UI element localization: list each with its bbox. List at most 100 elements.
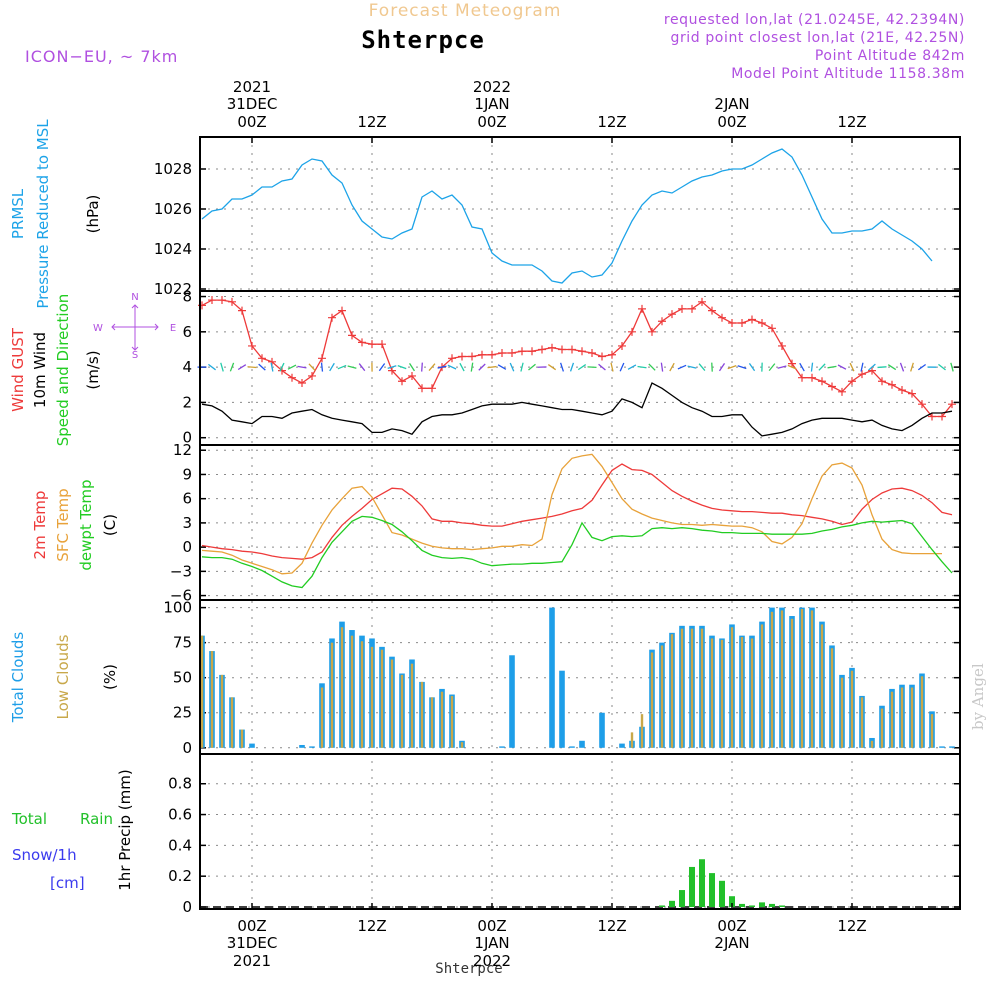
gust-marker — [548, 343, 556, 352]
wind-direction-arrow — [637, 365, 647, 369]
gust-marker — [508, 349, 516, 357]
low-cloud-bar — [400, 674, 404, 748]
total-cloud-bar — [569, 746, 575, 748]
wind-direction-arrow — [279, 362, 285, 372]
wind-direction-arrow — [208, 363, 216, 371]
top-hour-label: 00Z — [717, 113, 746, 131]
low-cloud-bar — [350, 635, 354, 748]
temp-unit-label: (C) — [101, 514, 119, 536]
low-cloud-bar — [380, 649, 384, 748]
wind-direction-arrow — [247, 366, 257, 369]
low-cloud-bar — [210, 651, 214, 748]
gust-marker — [228, 297, 236, 306]
total-cloud-bar — [579, 740, 585, 748]
low-cloud-bar — [780, 610, 784, 748]
gust-marker — [668, 310, 676, 319]
gust-marker — [588, 349, 596, 357]
panel-frame-clouds — [199, 599, 961, 755]
low-cloud-bar — [710, 638, 714, 748]
top-date-label: 31DEC — [227, 95, 278, 113]
rain-bar — [669, 900, 675, 907]
gust-marker — [768, 324, 776, 333]
total-cloud-bar — [549, 607, 555, 748]
gust-marker — [368, 340, 376, 349]
ytick-label: 12 — [173, 441, 192, 459]
rain-bar — [769, 903, 775, 907]
rain-bar — [739, 903, 745, 907]
wind-direction-arrow — [559, 362, 565, 372]
wind-direction-arrow — [698, 363, 706, 371]
ytick-label: 75 — [173, 634, 192, 652]
low-cloud-bar — [640, 714, 644, 748]
gust-marker — [448, 354, 456, 363]
gust-marker — [718, 313, 726, 322]
wind10m-label: 10m Wind — [31, 332, 49, 408]
low-cloud-bar — [320, 687, 324, 748]
gust-marker — [328, 313, 336, 322]
wind-direction-arrow — [428, 363, 436, 371]
wind-direction-arrow — [860, 362, 864, 372]
wind-direction-arrow — [648, 363, 656, 371]
gust-marker — [298, 379, 306, 387]
low-cloud-bar — [360, 641, 364, 748]
gust-label: Wind GUST — [9, 327, 27, 412]
ytick-label: 8 — [182, 288, 192, 306]
low-cloud-bar — [760, 624, 764, 748]
total-clouds-label: Total Clouds — [9, 632, 27, 724]
low-cloud-bar — [900, 687, 904, 748]
gust-marker — [578, 347, 586, 356]
wind-direction-arrow — [421, 362, 423, 372]
gust-marker — [348, 331, 356, 340]
bottom-hour-label: 00Z — [477, 917, 506, 935]
low-cloud-bar — [660, 645, 664, 748]
wind-direction-arrow — [459, 362, 465, 372]
wind-direction-arrow — [627, 364, 637, 370]
compass-arrows-icon — [111, 304, 159, 351]
ytick-label: 1026 — [154, 200, 192, 218]
gust-marker — [748, 315, 756, 324]
low-cloud-bar — [410, 663, 414, 748]
gust-marker — [218, 296, 226, 305]
ytick-label: 0 — [182, 538, 192, 556]
top-date-label: 1JAN — [474, 95, 509, 113]
ytick-label: 1024 — [154, 240, 192, 258]
gust-marker — [888, 380, 896, 389]
low-cloud-bar — [810, 610, 814, 748]
gust-marker — [618, 341, 626, 350]
rain-bar — [759, 902, 765, 907]
low-cloud-bar — [720, 639, 724, 748]
gust-marker — [208, 296, 216, 305]
low-cloud-bar — [440, 691, 444, 748]
wind-direction-arrow — [910, 362, 914, 372]
bottom-hour-label: 12Z — [357, 917, 386, 935]
gust-marker — [608, 350, 616, 359]
gust-marker — [358, 338, 366, 347]
bottom-date-label: 31DEC — [227, 934, 278, 952]
gust-marker — [738, 319, 746, 327]
wind-direction-arrow — [799, 362, 805, 372]
wind-direction-arrow — [660, 362, 664, 372]
low-cloud-bar — [880, 708, 884, 748]
gust-marker — [628, 327, 636, 336]
top-hour-label: 00Z — [477, 113, 506, 131]
ytick-label: 0.6 — [168, 806, 192, 824]
wind-direction-arrow — [237, 364, 247, 371]
gust-marker — [638, 304, 646, 313]
rain-bar — [709, 873, 715, 907]
total-cloud-bar — [299, 744, 305, 748]
wind-direction-arrow — [768, 363, 776, 372]
location-title: Shterpce — [361, 26, 485, 54]
model-point-altitude: Model Point Altitude 1158.38m — [731, 66, 965, 82]
gust-marker — [408, 371, 416, 380]
pressure-line — [201, 148, 933, 284]
wind-direction-arrow — [358, 363, 366, 372]
wind-direction-arrow — [868, 363, 876, 371]
low-cloud-bar — [770, 611, 774, 748]
wind-direction-arrow — [387, 365, 397, 370]
wind-direction-arrow — [899, 362, 905, 372]
wind-direction-arrow — [938, 363, 946, 371]
wind-direction-arrow — [409, 362, 415, 372]
gust-marker — [938, 412, 946, 421]
low-cloud-bar — [930, 714, 934, 748]
wind-direction-arrow — [347, 365, 357, 369]
